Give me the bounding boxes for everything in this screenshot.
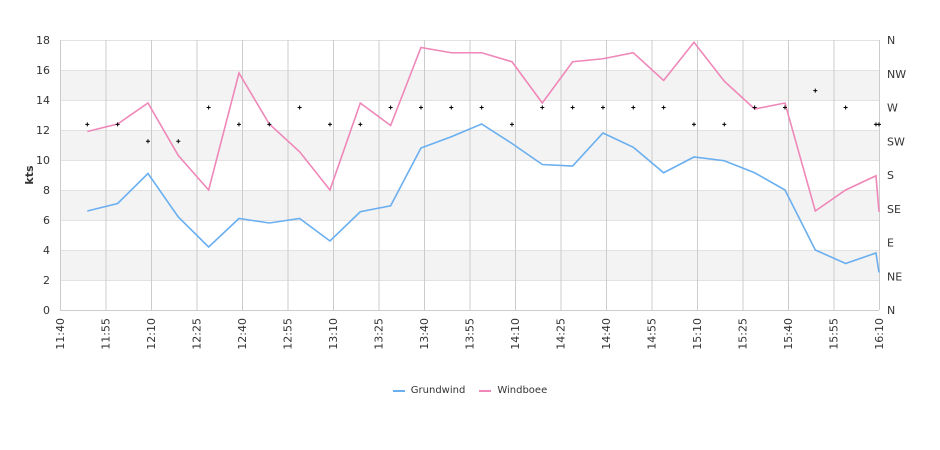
direction-marker bbox=[509, 122, 514, 127]
direction-marker bbox=[327, 122, 332, 127]
direction-marker bbox=[631, 105, 636, 110]
direction-marker bbox=[540, 105, 545, 110]
vertical-grid bbox=[60, 40, 880, 311]
y-tick-label: 4 bbox=[43, 244, 50, 257]
y-tick-label: 10 bbox=[36, 154, 50, 167]
windboee-swatch bbox=[479, 389, 492, 392]
x-tick-label: 15:25 bbox=[737, 318, 750, 350]
direction-marker bbox=[722, 122, 727, 127]
direction-tick-label: SW bbox=[887, 135, 905, 148]
direction-marker bbox=[358, 122, 363, 127]
y-tick-label: 12 bbox=[36, 124, 50, 137]
direction-markers bbox=[85, 88, 881, 144]
x-tick-label: 12:25 bbox=[191, 318, 204, 350]
direction-tick-label: E bbox=[887, 237, 894, 250]
direction-marker bbox=[388, 105, 393, 110]
y-tick-label: 16 bbox=[36, 64, 50, 77]
x-tick-label: 16:10 bbox=[873, 318, 886, 350]
direction-marker bbox=[418, 105, 423, 110]
direction-marker bbox=[843, 105, 848, 110]
y-tick-label: 2 bbox=[43, 274, 50, 287]
x-tick-label: 15:55 bbox=[828, 318, 841, 350]
direction-tick-label: S bbox=[887, 169, 894, 182]
y-axis: 0 2 4 6 8 10 12 14 16 18 bbox=[36, 34, 50, 317]
legend: Grundwind Windboee bbox=[0, 385, 940, 396]
direction-marker bbox=[479, 105, 484, 110]
direction-tick-label: N bbox=[887, 304, 895, 317]
y-tick-label: 6 bbox=[43, 214, 50, 227]
x-tick-label: 14:10 bbox=[509, 318, 522, 350]
x-tick-label: 11:55 bbox=[100, 318, 113, 350]
direction-axis: N NE E SE S SW W NW N bbox=[887, 34, 906, 317]
direction-marker bbox=[236, 122, 241, 127]
direction-tick-label: N bbox=[887, 34, 895, 47]
x-tick-label: 15:40 bbox=[782, 318, 795, 350]
direction-tick-label: SE bbox=[887, 203, 901, 216]
x-tick-label: 12:10 bbox=[145, 318, 158, 350]
legend-label-grundwind: Grundwind bbox=[410, 385, 466, 396]
x-axis: 11:40 11:55 12:10 12:25 12:40 12:55 13:10 13:25… bbox=[54, 318, 886, 350]
x-tick-label: 11:40 bbox=[54, 318, 67, 350]
x-tick-label: 12:40 bbox=[236, 318, 249, 350]
direction-marker bbox=[782, 105, 787, 110]
direction-marker bbox=[145, 139, 150, 144]
grundwind-swatch bbox=[392, 389, 405, 392]
x-tick-label: 14:25 bbox=[555, 318, 568, 350]
x-tick-label: 13:55 bbox=[464, 318, 477, 350]
y-tick-label: 0 bbox=[43, 304, 50, 317]
direction-tick-label: NE bbox=[887, 270, 902, 283]
x-tick-label: 12:55 bbox=[282, 318, 295, 350]
direction-marker bbox=[297, 105, 302, 110]
legend-label-windboee: Windboee bbox=[497, 385, 548, 396]
direction-marker bbox=[691, 122, 696, 127]
direction-marker bbox=[449, 105, 454, 110]
x-tick-label: 13:10 bbox=[327, 318, 340, 350]
series-lines bbox=[87, 40, 880, 273]
x-tick-label: 13:25 bbox=[373, 318, 386, 350]
series-line-windboee bbox=[87, 40, 880, 213]
legend-item-windboee[interactable]: Windboee bbox=[479, 385, 547, 396]
x-tick-label: 15:10 bbox=[691, 318, 704, 350]
x-tick-label: 14:40 bbox=[600, 318, 613, 350]
y-tick-label: 14 bbox=[36, 94, 50, 107]
direction-tick-label: NW bbox=[887, 68, 906, 81]
y-tick-label: 8 bbox=[43, 184, 50, 197]
direction-marker bbox=[813, 88, 818, 93]
series-line-grundwind bbox=[87, 123, 880, 273]
direction-marker bbox=[206, 105, 211, 110]
legend-item-grundwind[interactable]: Grundwind bbox=[392, 385, 466, 396]
direction-tick-label: W bbox=[887, 102, 898, 115]
direction-marker bbox=[570, 105, 575, 110]
direction-marker bbox=[176, 139, 181, 144]
direction-marker bbox=[267, 122, 272, 127]
direction-marker bbox=[115, 122, 120, 127]
y-tick-label: 18 bbox=[36, 34, 50, 47]
direction-marker bbox=[661, 105, 666, 110]
y-axis-label: kts bbox=[23, 165, 36, 185]
x-tick-label: 14:55 bbox=[646, 318, 659, 350]
direction-marker bbox=[752, 105, 757, 110]
direction-marker bbox=[85, 122, 90, 127]
direction-marker bbox=[600, 105, 605, 110]
direction-marker bbox=[877, 122, 881, 127]
x-tick-label: 13:40 bbox=[418, 318, 431, 350]
